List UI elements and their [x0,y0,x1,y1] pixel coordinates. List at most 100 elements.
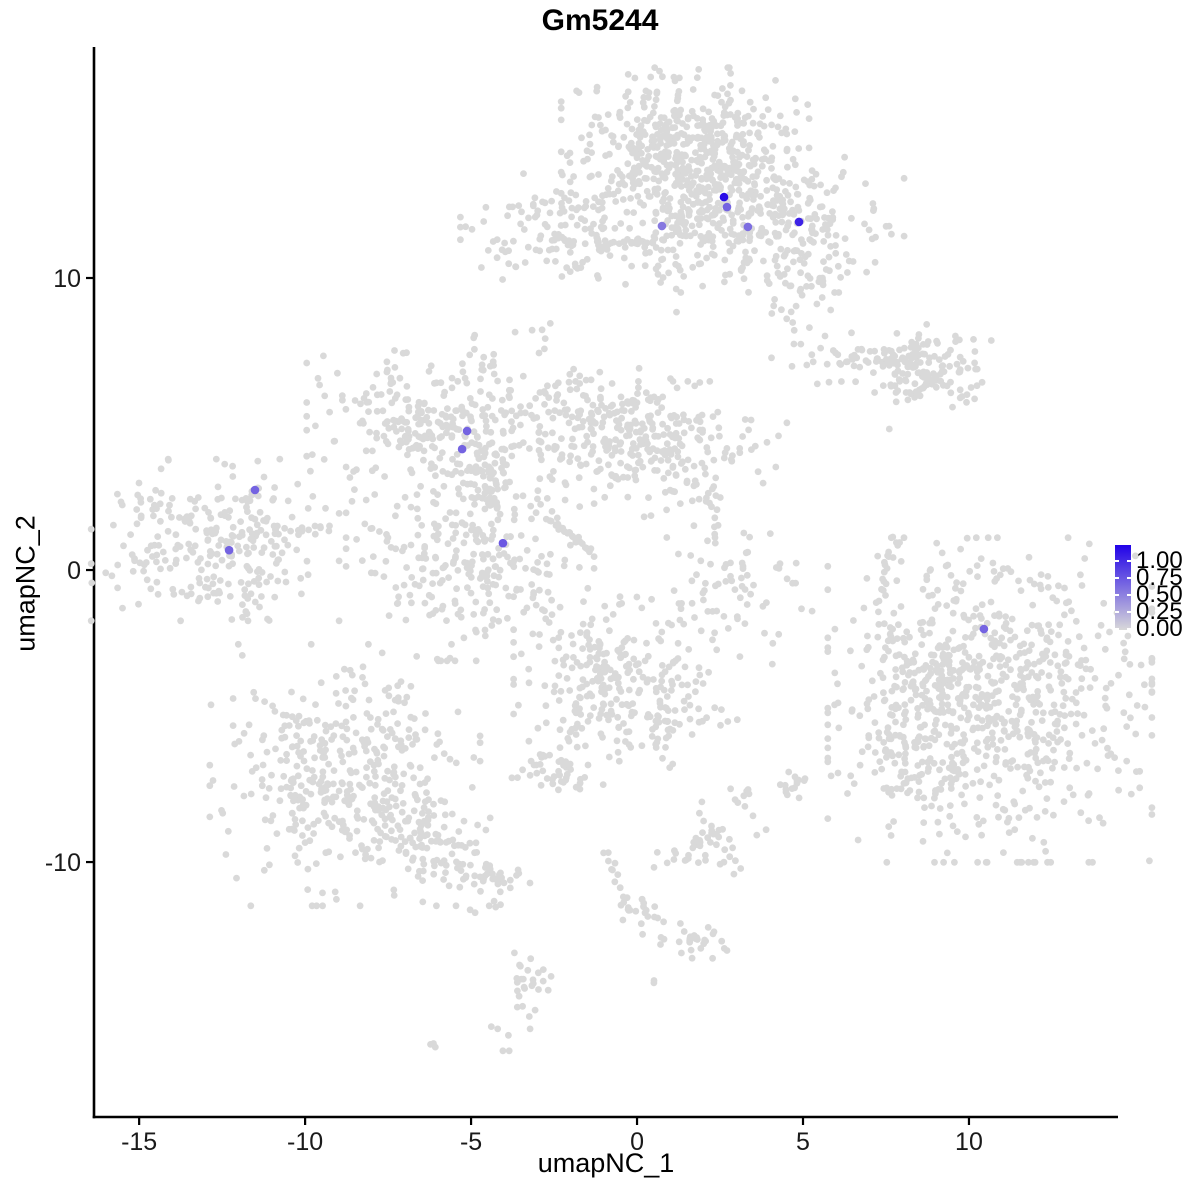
cell-point [695,718,703,726]
cell-point [486,362,494,370]
cell-point [484,550,492,558]
cell-point [1041,808,1049,815]
cell-point [478,264,485,271]
cell-point [895,621,902,629]
cell-point [274,577,282,585]
cell-point [938,700,946,708]
cell-point [606,190,613,198]
cell-point [276,455,284,463]
cell-point [510,237,517,245]
cell-point [977,778,984,786]
cell-point [653,190,661,198]
cell-point [704,448,712,456]
cell-point [705,668,712,676]
cell-point [871,258,879,266]
cell-point [563,675,571,682]
cell-point [720,945,728,952]
cell-point [739,213,746,221]
cell-point [914,344,922,352]
cell-point [956,697,964,705]
cell-point [658,628,666,636]
cell-point [740,275,748,283]
cell-point [625,686,633,694]
cell-point [1013,685,1021,693]
cell-point [166,501,173,509]
cell-point [899,668,907,676]
cell-point [363,773,370,781]
cell-point [1005,708,1013,715]
cell-point [587,621,595,629]
cell-point [318,785,325,793]
cell-point [986,662,994,670]
cell-point [452,407,460,415]
cell-point [961,649,969,656]
cell-point [556,744,564,751]
cell-point [768,310,776,317]
cell-point [488,488,495,495]
cell-point [999,805,1007,813]
cell-point [373,434,381,442]
cell-point [314,817,322,824]
cell-point [727,82,734,89]
cell-point [628,262,635,270]
cell-point [426,430,434,437]
cell-point [544,986,552,994]
cell-point [422,710,429,717]
cell-point [675,938,683,946]
cell-point [516,555,524,563]
cell-point [762,94,770,102]
cell-point [565,737,573,745]
cell-point [638,604,646,612]
cell-point [455,490,463,498]
cell-point [1088,727,1096,734]
cell-point [244,508,251,515]
cell-point [663,534,671,541]
cell-point [539,977,547,985]
cell-point [690,838,698,846]
cell-point [587,425,595,433]
cell-point [675,550,682,558]
cell-point [483,422,490,430]
cell-point [999,670,1007,678]
cell-point [624,104,632,112]
cell-point [792,183,800,191]
cell-point [634,451,642,459]
cell-point [362,447,370,455]
cell-point [542,719,550,727]
cell-point [793,109,800,116]
cell-point [369,447,376,455]
cell-point [514,987,521,995]
cell-point [935,356,943,363]
cell-point [1148,605,1156,613]
cell-point [381,822,389,829]
cell-point [772,252,780,260]
cell-point [938,549,946,557]
cell-point [543,560,551,568]
cell-point [538,552,545,560]
cell-point [622,662,630,670]
cell-point [557,116,565,124]
cell-point [759,479,767,487]
cell-point [657,279,664,286]
cell-point [252,695,259,702]
cell-point [650,864,658,871]
cell-point [546,320,554,327]
cell-point [384,440,392,448]
cell-point [346,474,354,481]
cell-point [511,511,519,518]
cell-point [474,433,481,441]
cell-point [879,382,887,389]
cell-point [345,801,353,809]
cell-point [263,578,270,586]
cell-point [641,435,649,443]
cell-point [652,620,660,627]
cell-point [210,529,217,537]
cell-point [875,729,883,736]
cell-point [983,619,991,627]
cell-point [672,472,680,479]
cell-point [748,205,756,212]
cell-point [229,473,237,480]
cell-point [480,218,488,225]
cell-point [625,464,633,472]
cell-point [444,405,451,412]
